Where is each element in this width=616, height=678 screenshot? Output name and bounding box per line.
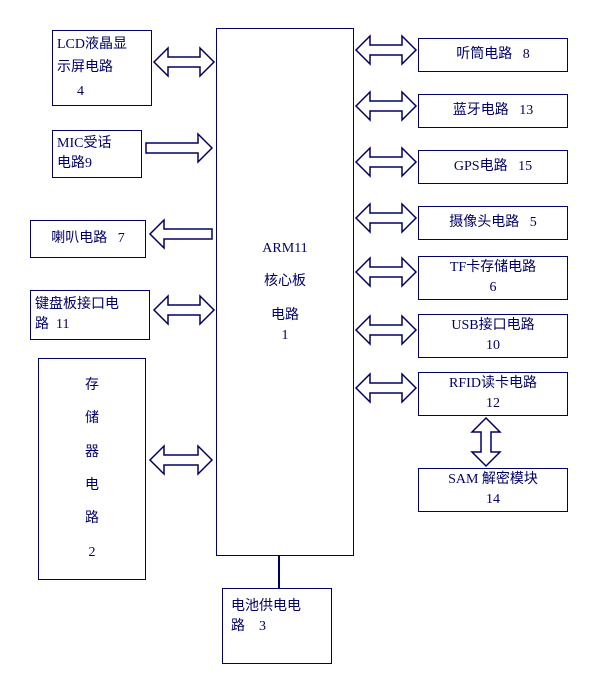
battery-label-2: 路: [231, 619, 245, 634]
right-block-gps: GPS电路 15: [418, 150, 568, 184]
right-block-ear: 听筒电路 8: [418, 38, 568, 72]
arrow-double: [150, 446, 212, 474]
left-block-lcd: LCD液晶显示屏电路 4: [52, 30, 152, 106]
right-block-ear-number: 8: [523, 45, 530, 65]
left-block-mem-label: 存: [85, 376, 99, 396]
arrow-double: [154, 48, 214, 76]
right-block-cam-number: 5: [530, 213, 537, 233]
battery-label-1: 电池供电电: [231, 597, 301, 617]
left-block-lcd-number: 4: [57, 82, 84, 102]
arrow-double: [356, 316, 416, 344]
bottom-connector-line: [278, 556, 280, 588]
center-number: 1: [282, 326, 289, 346]
right-block-bt: 蓝牙电路 13: [418, 94, 568, 128]
left-block-mem-label2: 储: [85, 409, 99, 429]
right-block-usb-number: 10: [486, 336, 500, 356]
left-block-lcd-label2: 示屏电路: [57, 58, 113, 78]
battery-block: 电池供电电 路 3: [222, 588, 332, 664]
center-label-2: 核心板: [264, 272, 306, 292]
arrow-double: [154, 296, 214, 324]
right-block-rfid-label: RFID读卡电路: [449, 374, 537, 394]
left-block-mic-label2: 电路9: [57, 154, 92, 174]
battery-number: 3: [259, 619, 266, 634]
left-block-kbd-label: 键盘板接口电: [35, 295, 119, 315]
right-block-sam-number: 14: [486, 490, 500, 510]
left-block-mem-label4: 电: [85, 476, 99, 496]
right-block-cam-label: 摄像头电路: [449, 213, 519, 233]
left-block-mem-label5: 路: [85, 509, 99, 529]
left-block-mem-number: 2: [89, 543, 96, 563]
center-label-1: ARM11: [262, 239, 307, 259]
arrow-double: [356, 258, 416, 286]
right-block-tf-number: 6: [490, 278, 497, 298]
right-block-sam: SAM 解密模块14: [418, 468, 568, 512]
arrow-double: [356, 374, 416, 402]
arrow-right: [146, 134, 212, 162]
right-block-cam: 摄像头电路 5: [418, 206, 568, 240]
arrow-double: [356, 92, 416, 120]
left-block-mem-label3: 器: [85, 443, 99, 463]
arrow-double: [356, 204, 416, 232]
arrow-double: [356, 148, 416, 176]
right-block-ear-label: 听筒电路: [456, 45, 512, 65]
left-block-mic: MIC受话电路9: [52, 130, 142, 178]
right-block-usb-label: USB接口电路: [451, 316, 534, 336]
left-block-mic-label: MIC受话: [57, 134, 111, 154]
right-block-gps-number: 15: [518, 157, 532, 177]
right-block-bt-number: 13: [519, 101, 533, 121]
right-block-gps-label: GPS电路: [454, 157, 508, 177]
center-label-3: 电路: [271, 306, 299, 326]
center-core-block: ARM11 核心板 电路 1: [216, 28, 354, 556]
left-block-spk-number: 7: [118, 229, 125, 249]
left-block-spk-label: 喇叭电路: [51, 229, 107, 249]
left-block-kbd-label2: 路 11: [35, 315, 69, 335]
arrow-left: [150, 220, 212, 248]
right-block-rfid: RFID读卡电路12: [418, 372, 568, 416]
left-block-spk: 喇叭电路 7: [30, 220, 146, 258]
left-block-kbd: 键盘板接口电路 11: [30, 290, 150, 340]
right-block-usb: USB接口电路10: [418, 314, 568, 358]
right-block-tf: TF卡存储电路6: [418, 256, 568, 300]
right-block-tf-label: TF卡存储电路: [450, 258, 536, 278]
right-block-sam-label: SAM 解密模块: [448, 470, 538, 490]
arrow-double: [356, 36, 416, 64]
left-block-lcd-label: LCD液晶显: [57, 35, 127, 55]
arrow-v-double: [472, 418, 500, 466]
right-block-bt-label: 蓝牙电路: [453, 101, 509, 121]
left-block-mem: 存储器电路 2: [38, 358, 146, 580]
right-block-rfid-number: 12: [486, 394, 500, 414]
